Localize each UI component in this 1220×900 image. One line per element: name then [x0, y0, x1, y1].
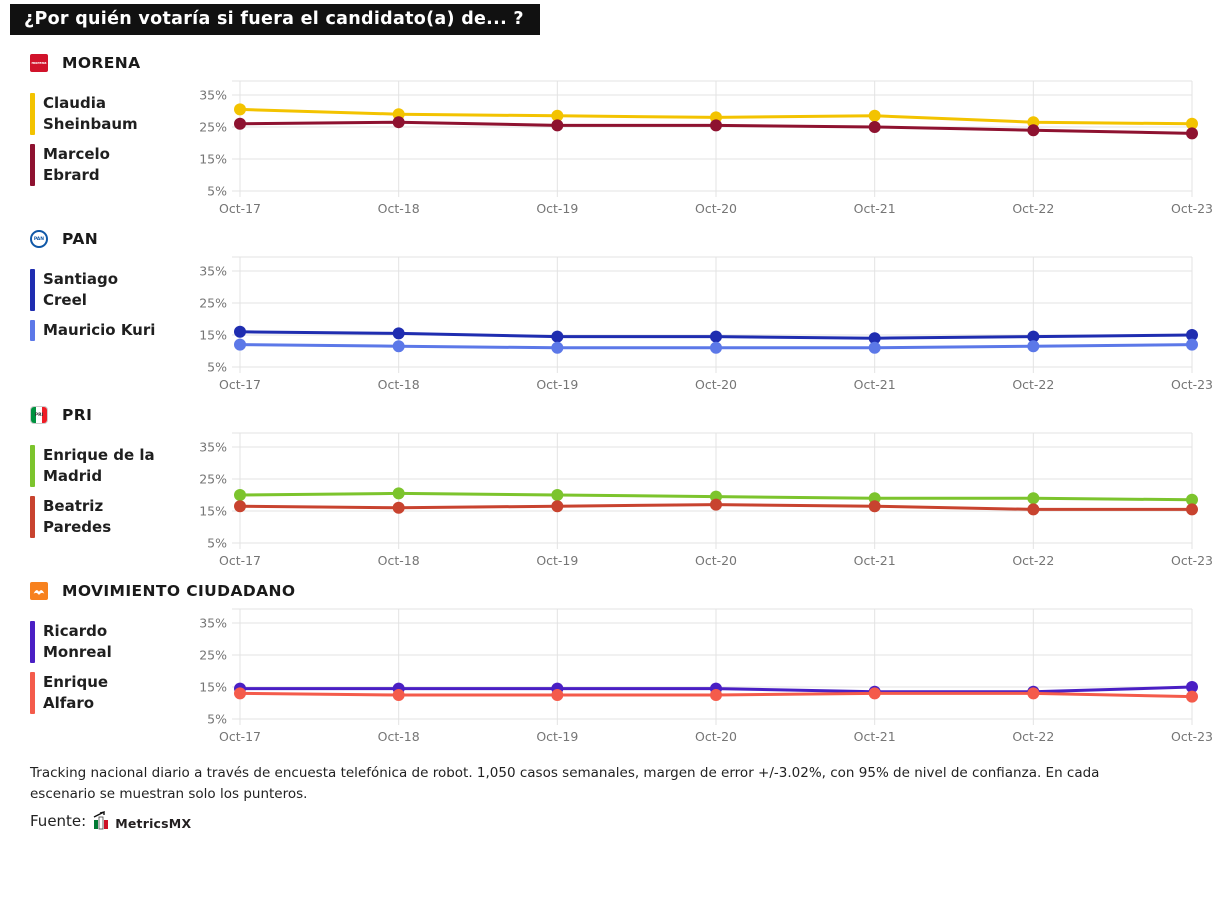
party-name: MOVIMIENTO CIUDADANO: [62, 582, 296, 600]
legend-item: Santiago Creel: [30, 269, 200, 311]
legend-color-bar: [30, 144, 35, 186]
svg-text:Oct-18: Oct-18: [378, 553, 420, 568]
line-chart-pri: Oct-17 Oct-18 Oct-19 Oct-20 Oct-21 Oct-22 Oct-…: [200, 432, 1213, 568]
legend-color-bar: [30, 269, 35, 311]
party-header-pri: PRI PRI: [30, 403, 1210, 427]
legend-morena: Claudia Sheinbaum Marcelo Ebrard: [30, 77, 200, 186]
svg-text:Oct-23: Oct-23: [1171, 377, 1213, 392]
candidate-name: Marcelo Ebrard: [43, 145, 110, 184]
svg-text:15%: 15%: [200, 152, 227, 167]
svg-text:Oct-17: Oct-17: [219, 201, 261, 216]
legend-item: Beatriz Paredes: [30, 496, 200, 538]
party-header-movimiento-ciudadano: MOVIMIENTO CIUDADANO: [30, 579, 1210, 603]
methodology-note: Tracking nacional diario a través de enc…: [30, 765, 1100, 802]
line-chart-movimiento-ciudadano: Oct-17 Oct-18 Oct-19 Oct-20 Oct-21 Oct-22 Oct-…: [200, 608, 1213, 744]
svg-text:Oct-21: Oct-21: [854, 377, 896, 392]
svg-text:Oct-22: Oct-22: [1012, 553, 1054, 568]
svg-text:5%: 5%: [207, 184, 227, 199]
svg-text:Oct-21: Oct-21: [854, 553, 896, 568]
movimiento-ciudadano-party-logo-icon: [30, 582, 48, 600]
candidate-name: Claudia Sheinbaum: [43, 94, 138, 133]
svg-text:25%: 25%: [200, 296, 227, 311]
morena-party-logo-icon: morena: [30, 54, 48, 72]
svg-text:Oct-20: Oct-20: [695, 729, 737, 744]
svg-text:35%: 35%: [200, 264, 227, 279]
party-name: MORENA: [62, 54, 141, 72]
legend-color-bar: [30, 320, 35, 341]
svg-text:5%: 5%: [207, 536, 227, 551]
svg-text:15%: 15%: [200, 504, 227, 519]
candidate-name: Beatriz Paredes: [43, 497, 112, 536]
metricsmx-logo-icon: MetricsMX: [92, 810, 192, 831]
line-chart-pan: Oct-17 Oct-18 Oct-19 Oct-20 Oct-21 Oct-22 Oct-…: [200, 256, 1213, 392]
svg-text:Oct-23: Oct-23: [1171, 729, 1213, 744]
legend-color-bar: [30, 93, 35, 135]
legend-color-bar: [30, 621, 35, 663]
svg-text:25%: 25%: [200, 648, 227, 663]
legend-item: Ricardo Monreal: [30, 621, 200, 663]
svg-text:Oct-21: Oct-21: [854, 201, 896, 216]
candidate-name: Mauricio Kuri: [43, 321, 156, 339]
legend-pan: Santiago Creel Mauricio Kuri: [30, 253, 200, 341]
legend-item: Enrique Alfaro: [30, 672, 200, 714]
legend-movimiento-ciudadano: Ricardo Monreal Enrique Alfaro: [30, 605, 200, 714]
legend-color-bar: [30, 445, 35, 487]
svg-text:5%: 5%: [207, 712, 227, 727]
svg-text:Oct-20: Oct-20: [695, 201, 737, 216]
svg-text:Oct-23: Oct-23: [1171, 201, 1213, 216]
svg-text:Oct-17: Oct-17: [219, 553, 261, 568]
party-section-pri: PRI PRI Enrique de la Madrid Beatriz Pared…: [30, 403, 1213, 571]
svg-text:Oct-22: Oct-22: [1012, 377, 1054, 392]
svg-text:5%: 5%: [207, 360, 227, 375]
svg-text:Oct-19: Oct-19: [536, 377, 578, 392]
page-title: ¿Por quién votaría si fuera el candidato…: [10, 4, 540, 35]
party-name: PAN: [62, 230, 99, 248]
legend-item: Mauricio Kuri: [30, 320, 200, 341]
svg-text:Oct-20: Oct-20: [695, 553, 737, 568]
svg-text:15%: 15%: [200, 680, 227, 695]
svg-text:Oct-17: Oct-17: [219, 377, 261, 392]
source-label: Fuente:: [30, 811, 87, 830]
svg-text:35%: 35%: [200, 616, 227, 631]
party-section-pan: PAN PAN Santiago Creel Mauricio Kuri Oct-…: [30, 227, 1213, 395]
legend-color-bar: [30, 496, 35, 538]
candidate-name: Santiago Creel: [43, 270, 119, 309]
legend-pri: Enrique de la Madrid Beatriz Paredes: [30, 429, 200, 538]
svg-text:Oct-19: Oct-19: [536, 729, 578, 744]
candidate-name: Enrique Alfaro: [43, 673, 109, 712]
candidate-name: Enrique de la Madrid: [43, 446, 155, 485]
svg-text:Oct-23: Oct-23: [1171, 553, 1213, 568]
svg-text:25%: 25%: [200, 120, 227, 135]
svg-text:Oct-18: Oct-18: [378, 201, 420, 216]
svg-text:35%: 35%: [200, 440, 227, 455]
svg-text:Oct-19: Oct-19: [536, 553, 578, 568]
svg-text:15%: 15%: [200, 328, 227, 343]
party-header-morena: morena MORENA: [30, 51, 1210, 75]
party-section-morena: morena MORENA Claudia Sheinbaum Marcelo Eb…: [30, 51, 1213, 219]
source-name: MetricsMX: [115, 815, 192, 831]
party-name: PRI: [62, 406, 93, 424]
party-header-pan: PAN PAN: [30, 227, 1210, 251]
svg-text:Oct-22: Oct-22: [1012, 201, 1054, 216]
legend-color-bar: [30, 672, 35, 714]
line-chart-morena: Oct-17 Oct-18 Oct-19 Oct-20 Oct-21 Oct-22 Oct-…: [200, 80, 1213, 216]
svg-text:Oct-21: Oct-21: [854, 729, 896, 744]
pan-party-logo-icon: PAN: [30, 230, 48, 248]
svg-text:Oct-18: Oct-18: [378, 729, 420, 744]
party-section-movimiento-ciudadano: MOVIMIENTO CIUDADANO Ricardo Monreal Enri…: [30, 579, 1213, 747]
source-row: Fuente: MetricsMX: [30, 810, 1220, 831]
svg-text:Oct-19: Oct-19: [536, 201, 578, 216]
legend-item: Marcelo Ebrard: [30, 144, 200, 186]
svg-text:Oct-18: Oct-18: [378, 377, 420, 392]
candidate-name: Ricardo Monreal: [43, 622, 112, 661]
svg-text:35%: 35%: [200, 88, 227, 103]
svg-text:Oct-20: Oct-20: [695, 377, 737, 392]
svg-text:Oct-17: Oct-17: [219, 729, 261, 744]
legend-item: Claudia Sheinbaum: [30, 93, 200, 135]
svg-text:25%: 25%: [200, 472, 227, 487]
pri-party-logo-icon: PRI: [30, 406, 48, 424]
svg-text:Oct-22: Oct-22: [1012, 729, 1054, 744]
legend-item: Enrique de la Madrid: [30, 445, 200, 487]
